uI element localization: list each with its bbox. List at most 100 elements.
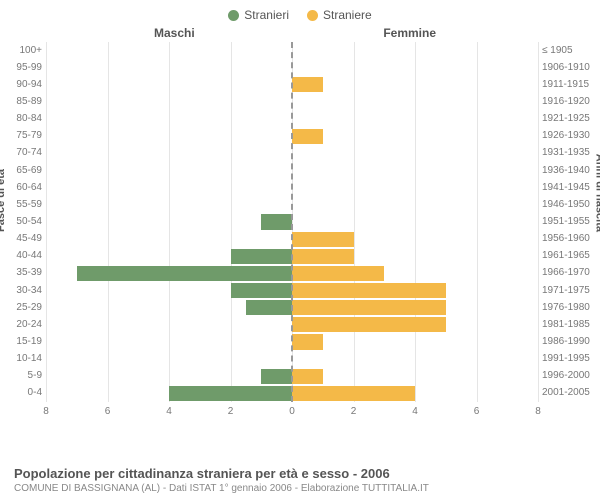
bar-half-male — [46, 282, 292, 299]
y-tick-birth: 1971-1975 — [542, 285, 596, 296]
gridline — [538, 42, 539, 402]
bar-half-male — [46, 59, 292, 76]
bar-half-female — [292, 368, 538, 385]
bar-half-female — [292, 93, 538, 110]
bar-female — [292, 283, 446, 298]
y-tick-birth: 1906-1910 — [542, 62, 596, 73]
y-tick-age: 35-39 — [6, 267, 42, 278]
y-tick-birth: 1951-1955 — [542, 216, 596, 227]
centerline — [291, 42, 293, 402]
bar-female — [292, 249, 354, 264]
bar-half-female — [292, 248, 538, 265]
x-tick: 4 — [412, 406, 418, 417]
x-tick: 4 — [166, 406, 172, 417]
bar-female — [292, 386, 415, 401]
bar-half-female — [292, 385, 538, 402]
y-tick-birth: 1976-1980 — [542, 302, 596, 313]
bar-female — [292, 266, 384, 281]
legend-swatch-female — [307, 10, 318, 21]
y-tick-birth: 1956-1960 — [542, 233, 596, 244]
y-tick-age: 85-89 — [6, 96, 42, 107]
bar-half-male — [46, 196, 292, 213]
y-tick-birth: 1931-1935 — [542, 147, 596, 158]
y-tick-age: 15-19 — [6, 336, 42, 347]
bar-male — [261, 369, 292, 384]
bar-half-male — [46, 111, 292, 128]
caption: Popolazione per cittadinanza straniera p… — [14, 466, 592, 494]
bar-half-female — [292, 145, 538, 162]
y-tick-birth: 2001-2005 — [542, 387, 596, 398]
bar-female — [292, 300, 446, 315]
y-tick-age: 80-84 — [6, 113, 42, 124]
y-tick-age: 25-29 — [6, 302, 42, 313]
bar-male — [169, 386, 292, 401]
y-tick-birth: 1926-1930 — [542, 130, 596, 141]
y-tick-birth: 1916-1920 — [542, 96, 596, 107]
x-tick: 6 — [474, 406, 480, 417]
bar-half-male — [46, 385, 292, 402]
y-tick-birth: 1996-2000 — [542, 370, 596, 381]
bar-half-male — [46, 76, 292, 93]
bar-half-female — [292, 333, 538, 350]
bar-male — [246, 300, 292, 315]
bar-female — [292, 317, 446, 332]
bar-half-female — [292, 179, 538, 196]
bar-half-male — [46, 179, 292, 196]
bar-half-male — [46, 93, 292, 110]
bar-half-female — [292, 42, 538, 59]
y-tick-age: 100+ — [6, 45, 42, 56]
y-tick-birth: 1961-1965 — [542, 250, 596, 261]
y-tick-age: 30-34 — [6, 285, 42, 296]
bar-half-female — [292, 316, 538, 333]
legend-item-female: Straniere — [307, 8, 372, 22]
bar-male — [231, 249, 293, 264]
y-tick-age: 60-64 — [6, 182, 42, 193]
bar-female — [292, 232, 354, 247]
bar-half-male — [46, 145, 292, 162]
bar-female — [292, 77, 323, 92]
y-tick-birth: 1911-1915 — [542, 79, 596, 90]
x-tick: 0 — [289, 406, 295, 417]
bar-half-female — [292, 299, 538, 316]
bar-half-male — [46, 333, 292, 350]
y-tick-birth: 1966-1970 — [542, 267, 596, 278]
legend-swatch-male — [228, 10, 239, 21]
header-female: Femmine — [383, 26, 436, 40]
bar-half-female — [292, 128, 538, 145]
legend: Stranieri Straniere — [4, 8, 596, 22]
bar-half-female — [292, 59, 538, 76]
bar-half-male — [46, 299, 292, 316]
bar-half-female — [292, 111, 538, 128]
caption-subtitle: COMUNE DI BASSIGNANA (AL) - Dati ISTAT 1… — [14, 483, 592, 494]
bar-half-female — [292, 196, 538, 213]
bar-male — [77, 266, 292, 281]
y-tick-birth: 1986-1990 — [542, 336, 596, 347]
x-tick: 8 — [535, 406, 541, 417]
y-tick-age: 75-79 — [6, 130, 42, 141]
caption-title: Popolazione per cittadinanza straniera p… — [14, 466, 592, 481]
bar-male — [261, 214, 292, 229]
legend-label-male: Stranieri — [244, 8, 289, 22]
bar-female — [292, 369, 323, 384]
bar-half-female — [292, 265, 538, 282]
legend-label-female: Straniere — [323, 8, 372, 22]
bar-half-male — [46, 162, 292, 179]
x-tick: 6 — [105, 406, 111, 417]
y-tick-birth: ≤ 1905 — [542, 45, 596, 56]
bar-half-male — [46, 128, 292, 145]
bar-half-male — [46, 213, 292, 230]
bar-half-female — [292, 76, 538, 93]
legend-item-male: Stranieri — [228, 8, 289, 22]
y-tick-age: 0-4 — [6, 387, 42, 398]
bar-half-female — [292, 282, 538, 299]
population-pyramid-chart: Stranieri Straniere Maschi Femmine Fasce… — [0, 0, 600, 500]
x-tick: 2 — [351, 406, 357, 417]
y-tick-birth: 1981-1985 — [542, 319, 596, 330]
column-headers: Maschi Femmine — [4, 26, 596, 42]
bar-half-male — [46, 42, 292, 59]
x-tick: 8 — [43, 406, 49, 417]
y-tick-age: 95-99 — [6, 62, 42, 73]
y-tick-birth: 1946-1950 — [542, 199, 596, 210]
bar-half-male — [46, 265, 292, 282]
y-tick-age: 20-24 — [6, 319, 42, 330]
